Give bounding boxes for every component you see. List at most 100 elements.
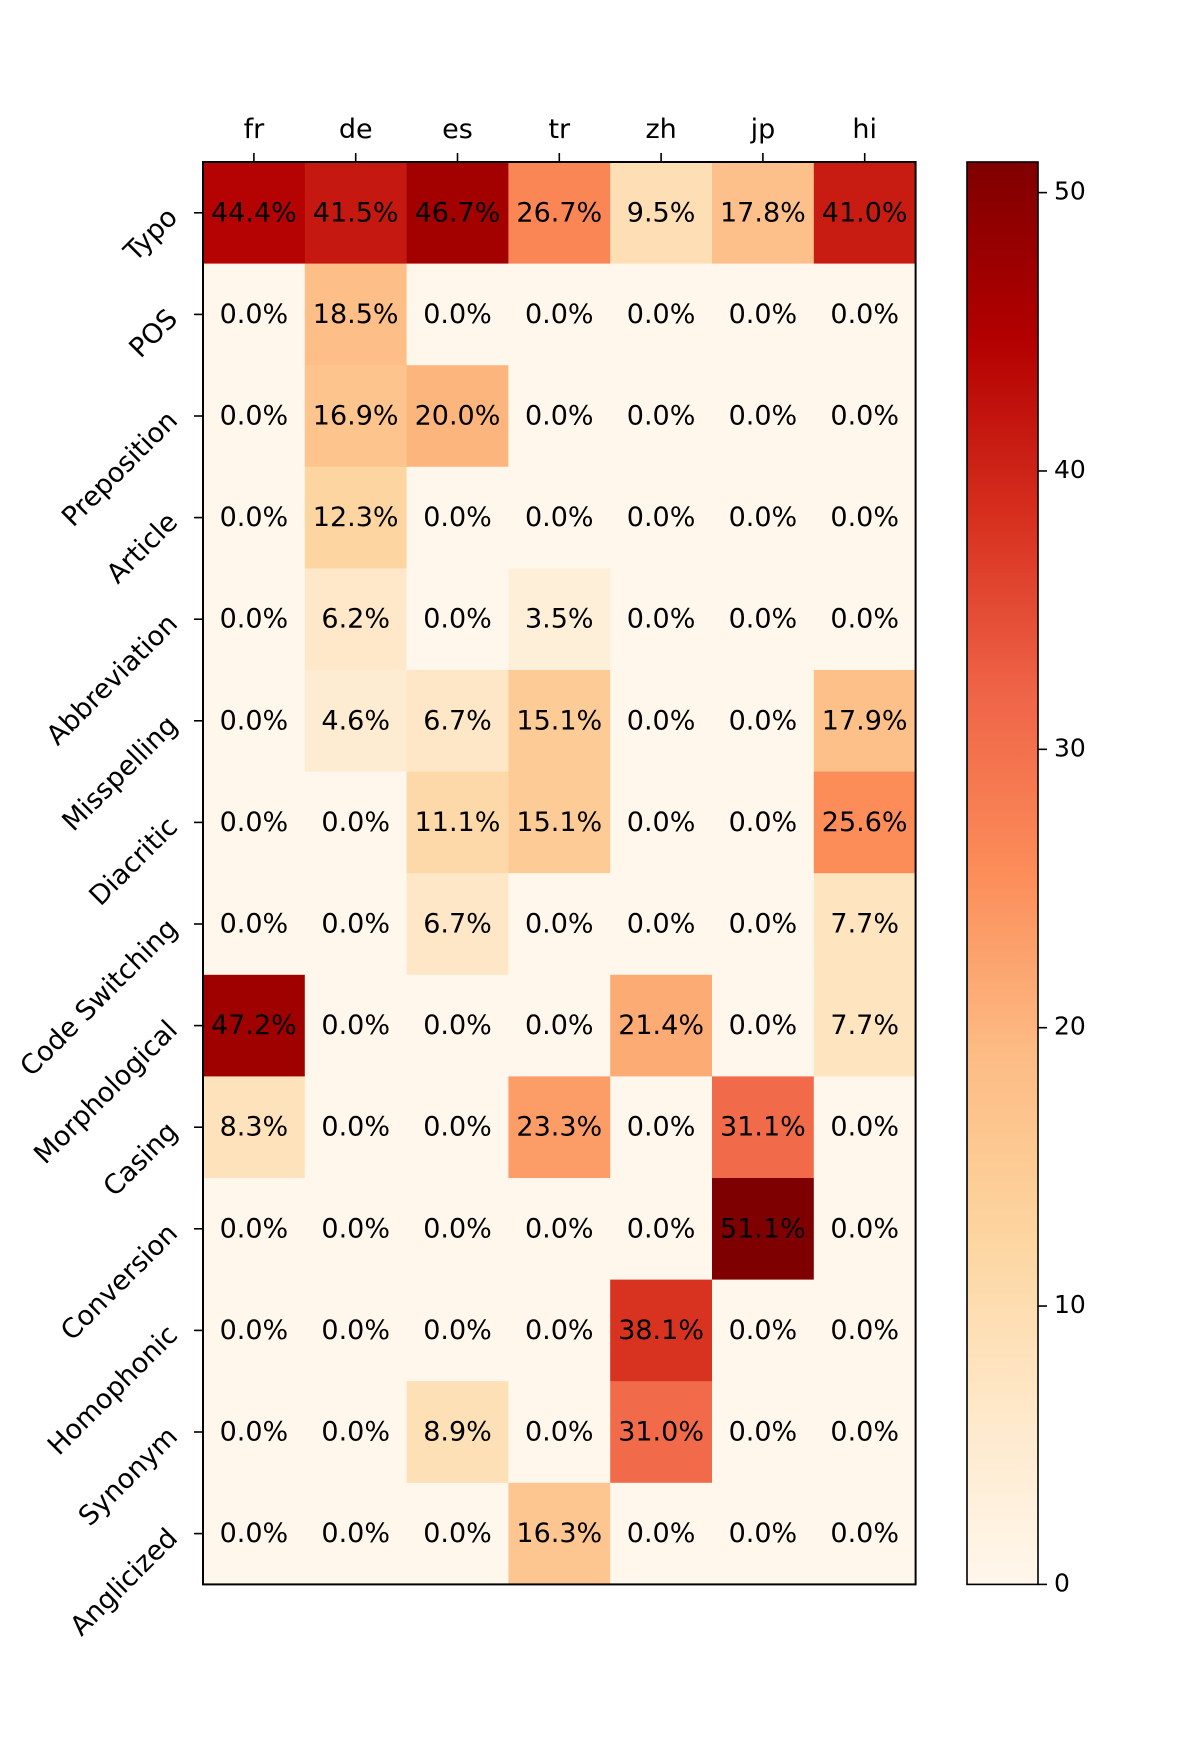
cell-label-diacritic-tr: 15.1% — [516, 807, 602, 838]
cell-label-conversion-fr: 0.0% — [220, 1213, 289, 1244]
cell-article-de — [304, 466, 408, 569]
cell-label-article-fr: 0.0% — [220, 502, 289, 533]
cell-label-morphological-es: 0.0% — [423, 1010, 492, 1041]
y-tick-label-diacritic: Diacritic — [83, 811, 184, 912]
cell-label-synonym-zh: 31.0% — [618, 1417, 704, 1448]
cell-casing-tr — [508, 1076, 611, 1179]
cell-pos-de — [304, 263, 408, 366]
cell-abbreviation-zh — [610, 568, 713, 671]
cell-label-pos-tr: 0.0% — [525, 299, 594, 330]
cell-label-pos-de: 18.5% — [313, 299, 399, 330]
cell-diacritic-hi — [813, 771, 917, 874]
cell-article-zh — [610, 466, 713, 569]
cell-article-es — [406, 466, 509, 569]
cell-label-misspelling-jp: 0.0% — [729, 705, 798, 736]
cell-casing-jp — [712, 1076, 815, 1179]
cell-label-diacritic-jp: 0.0% — [729, 807, 798, 838]
cell-misspelling-jp — [712, 670, 815, 773]
cell-morphological-es — [406, 974, 509, 1077]
cell-morphological-tr — [508, 974, 611, 1077]
cell-label-homophonic-de: 0.0% — [321, 1315, 390, 1346]
cell-label-homophonic-fr: 0.0% — [220, 1315, 289, 1346]
cell-conversion-fr — [203, 1178, 306, 1281]
cell-label-anglicized-es: 0.0% — [423, 1518, 492, 1549]
cell-synonym-de — [304, 1381, 408, 1484]
x-tick-label-zh: zh — [645, 114, 676, 145]
y-tick-label-casing: Casing — [98, 1116, 184, 1202]
y-tick-label-article: Article — [101, 507, 184, 590]
cell-label-typo-de: 41.5% — [313, 197, 399, 228]
y-axis: TypoPOSPrepositionArticleAbbreviationMis… — [14, 202, 203, 1642]
cell-label-morphological-hi: 7.7% — [830, 1010, 899, 1041]
cell-anglicized-jp — [712, 1482, 815, 1585]
cell-label-morphological-zh: 21.4% — [618, 1010, 704, 1041]
cell-typo-fr — [203, 162, 306, 265]
cell-label-homophonic-hi: 0.0% — [830, 1315, 899, 1346]
cell-label-casing-jp: 31.1% — [720, 1112, 806, 1143]
cell-label-misspelling-fr: 0.0% — [220, 705, 289, 736]
cell-label-synonym-hi: 0.0% — [830, 1417, 899, 1448]
cell-label-homophonic-zh: 38.1% — [618, 1315, 704, 1346]
cell-label-preposition-hi: 0.0% — [830, 401, 899, 432]
cell-label-article-jp: 0.0% — [729, 502, 798, 533]
x-tick-label-tr: tr — [548, 114, 571, 145]
cell-label-preposition-tr: 0.0% — [525, 401, 594, 432]
cell-morphological-zh — [610, 974, 713, 1077]
cell-typo-zh — [610, 162, 713, 265]
cell-label-diacritic-zh: 0.0% — [627, 807, 696, 838]
cell-anglicized-tr — [508, 1482, 611, 1585]
cell-preposition-es — [406, 365, 509, 468]
cell-homophonic-hi — [813, 1279, 917, 1382]
cell-label-abbreviation-es: 0.0% — [423, 604, 492, 635]
cell-casing-zh — [610, 1076, 713, 1179]
x-tick-label-fr: fr — [244, 114, 266, 145]
cell-label-anglicized-fr: 0.0% — [220, 1518, 289, 1549]
cell-label-morphological-tr: 0.0% — [525, 1010, 594, 1041]
y-tick-label-synonym: Synonym — [73, 1421, 184, 1532]
cell-label-synonym-jp: 0.0% — [729, 1417, 798, 1448]
cell-misspelling-fr — [203, 670, 306, 773]
cell-label-homophonic-jp: 0.0% — [729, 1315, 798, 1346]
cell-misspelling-tr — [508, 670, 611, 773]
cell-label-diacritic-hi: 25.6% — [822, 807, 908, 838]
cell-label-anglicized-de: 0.0% — [321, 1518, 390, 1549]
cell-anglicized-fr — [203, 1482, 306, 1585]
cell-abbreviation-tr — [508, 568, 611, 671]
cell-casing-fr — [203, 1076, 306, 1179]
cell-label-code-switching-jp: 0.0% — [729, 909, 798, 940]
cell-abbreviation-de — [304, 568, 408, 671]
cell-label-article-hi: 0.0% — [830, 502, 899, 533]
cell-misspelling-zh — [610, 670, 713, 773]
colorbar-gradient — [966, 161, 1039, 1586]
cell-synonym-tr — [508, 1381, 611, 1484]
cell-label-typo-tr: 26.7% — [516, 197, 602, 228]
cell-label-typo-zh: 9.5% — [627, 197, 696, 228]
cell-label-code-switching-es: 6.7% — [423, 909, 492, 940]
cell-label-casing-zh: 0.0% — [627, 1112, 696, 1143]
cell-label-preposition-zh: 0.0% — [627, 401, 696, 432]
cell-label-anglicized-jp: 0.0% — [729, 1518, 798, 1549]
y-tick-label-pos: POS — [123, 303, 184, 364]
cell-label-conversion-jp: 51.1% — [720, 1213, 806, 1244]
cell-homophonic-de — [304, 1279, 408, 1382]
cell-typo-de — [304, 162, 408, 265]
cell-label-pos-es: 0.0% — [423, 299, 492, 330]
cell-diacritic-tr — [508, 771, 611, 874]
cell-label-conversion-tr: 0.0% — [525, 1213, 594, 1244]
cell-label-pos-zh: 0.0% — [627, 299, 696, 330]
cell-morphological-de — [304, 974, 408, 1077]
cell-label-abbreviation-hi: 0.0% — [830, 604, 899, 635]
cell-casing-hi — [813, 1076, 917, 1179]
cell-casing-es — [406, 1076, 509, 1179]
cell-label-article-es: 0.0% — [423, 502, 492, 533]
cell-label-conversion-zh: 0.0% — [627, 1213, 696, 1244]
cell-label-morphological-de: 0.0% — [321, 1010, 390, 1041]
cell-label-diacritic-es: 11.1% — [415, 807, 501, 838]
cell-typo-hi — [813, 162, 917, 265]
cell-label-morphological-fr: 47.2% — [211, 1010, 297, 1041]
cell-article-fr — [203, 466, 306, 569]
cell-synonym-hi — [813, 1381, 917, 1484]
cell-homophonic-es — [406, 1279, 509, 1382]
cell-pos-jp — [712, 263, 815, 366]
